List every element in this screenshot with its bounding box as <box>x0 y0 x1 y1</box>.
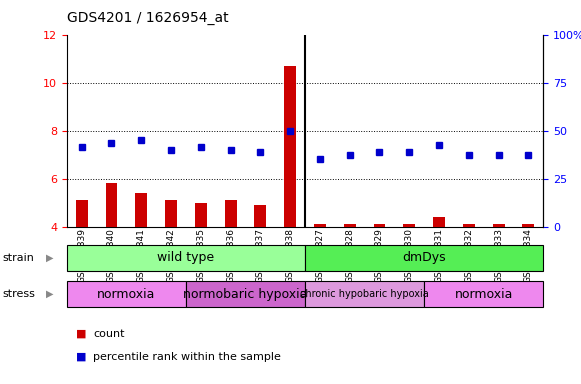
Bar <box>493 224 504 227</box>
Bar <box>67 281 186 307</box>
Bar <box>225 200 236 227</box>
Bar <box>433 217 445 227</box>
Text: normoxia: normoxia <box>454 288 513 301</box>
Bar <box>344 224 356 227</box>
Text: normoxia: normoxia <box>97 288 156 301</box>
Bar <box>424 281 543 307</box>
Bar <box>314 224 326 227</box>
Bar <box>403 224 415 227</box>
Text: strain: strain <box>3 253 35 263</box>
Bar <box>76 200 88 227</box>
Text: dmDys: dmDys <box>402 251 446 264</box>
Text: normobaric hypoxia: normobaric hypoxia <box>183 288 308 301</box>
Bar <box>186 281 305 307</box>
Bar <box>522 224 535 227</box>
Text: ■: ■ <box>76 329 86 339</box>
Text: GDS4201 / 1626954_at: GDS4201 / 1626954_at <box>67 11 228 25</box>
Bar <box>254 205 266 227</box>
Bar <box>106 184 117 227</box>
Text: ▶: ▶ <box>46 289 53 299</box>
Bar <box>305 281 424 307</box>
Bar <box>284 66 296 227</box>
Text: count: count <box>93 329 124 339</box>
Text: stress: stress <box>3 289 36 299</box>
Bar <box>463 224 475 227</box>
Bar <box>165 200 177 227</box>
Bar <box>305 245 543 271</box>
Bar <box>67 245 305 271</box>
Text: percentile rank within the sample: percentile rank within the sample <box>93 352 281 362</box>
Bar <box>135 193 147 227</box>
Text: chronic hypobaric hypoxia: chronic hypobaric hypoxia <box>300 289 429 299</box>
Bar <box>374 224 385 227</box>
Text: ■: ■ <box>76 352 86 362</box>
Text: ▶: ▶ <box>46 253 53 263</box>
Text: wild type: wild type <box>157 251 214 264</box>
Bar <box>195 203 207 227</box>
